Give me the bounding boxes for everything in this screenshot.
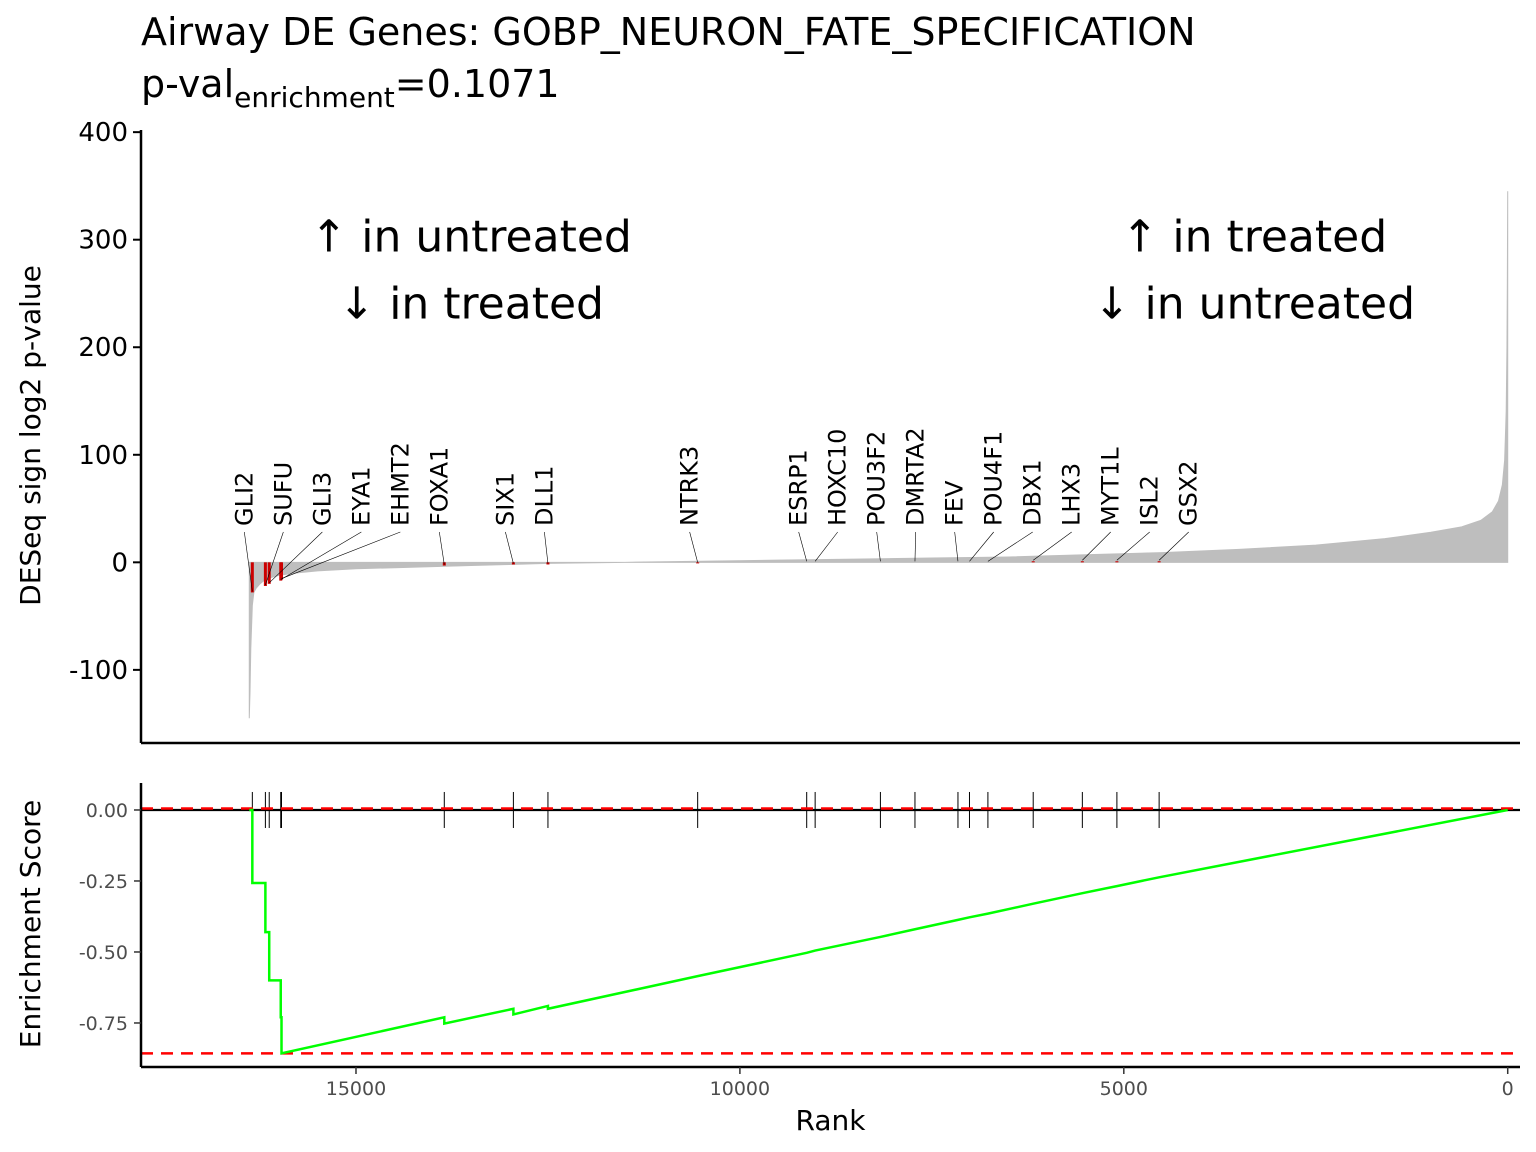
x-axis-title: Rank xyxy=(796,1104,867,1137)
ranked-values-panel: GLI2 SUFU GLI3 EYA1 EHMT2 FOXA1 SIX1 DLL1 NTRK3 E… xyxy=(14,118,1520,745)
gene-label: GLI3 xyxy=(308,472,336,526)
chart-subtitle: p-valenrichment=0.1071 xyxy=(141,62,560,114)
direction-annotation-line2: ↓ in untreated xyxy=(1094,278,1415,329)
bottom-y-axis-title: Enrichment Score xyxy=(14,800,47,1048)
top-y-tick-label: 100 xyxy=(78,441,128,471)
gene-label: EYA1 xyxy=(347,466,375,526)
gene-label-connector xyxy=(876,531,881,562)
gene-label: SUFU xyxy=(269,462,297,526)
gene-label-connector xyxy=(439,531,445,565)
gene-label: DBX1 xyxy=(1019,459,1047,526)
gene-label-connector xyxy=(1158,531,1189,561)
direction-annotation-line2: ↓ in treated xyxy=(338,278,604,329)
bottom-y-tick-label: -0.75 xyxy=(79,1013,128,1035)
gene-label: FEV xyxy=(941,480,969,526)
gene-label-connector xyxy=(689,531,698,563)
top-y-tick-label: 200 xyxy=(78,333,128,363)
gene-label: POU3F2 xyxy=(863,431,891,526)
top-y-tick-label: 300 xyxy=(78,226,128,256)
gene-label: POU4F1 xyxy=(980,431,1008,526)
gene-label: MYT1L xyxy=(1097,447,1125,526)
enrichment-score-line xyxy=(249,808,1508,1055)
top-y-tick-label: 400 xyxy=(78,118,128,148)
gene-label-connector xyxy=(1082,531,1111,561)
bottom-y-tick-label: -0.50 xyxy=(79,942,128,964)
top-y-tick-label: -100 xyxy=(69,656,128,686)
gene-label-connector xyxy=(269,531,323,584)
gene-label: GLI2 xyxy=(230,472,258,526)
subtitle-prefix: p-val xyxy=(141,62,234,106)
gene-label-connector xyxy=(798,531,807,562)
bottom-y-tick-label: -0.25 xyxy=(79,871,128,893)
gene-label: FOXA1 xyxy=(425,447,453,526)
subtitle-suffix: =0.1071 xyxy=(395,62,560,106)
x-tick-label: 5000 xyxy=(1100,1078,1148,1100)
gene-label-connector xyxy=(544,531,549,564)
x-tick-label: 0 xyxy=(1502,1078,1514,1100)
gene-label-connector xyxy=(1116,531,1150,561)
gene-label: EHMT2 xyxy=(386,442,414,526)
enrichment-score-panel: 0.00 -0.25 -0.50 -0.75 15000 10000 5000 0 Rank En… xyxy=(14,783,1520,1137)
chart-title: Airway DE Genes: GOBP_NEURON_FATE_SPECIF… xyxy=(141,10,1196,54)
gene-label-connector xyxy=(280,531,362,580)
top-y-axis-title: DESeq sign log2 p-value xyxy=(14,265,47,606)
bottom-y-tick-label: 0.00 xyxy=(86,800,128,822)
direction-annotation-line1: ↑ in untreated xyxy=(310,211,631,262)
gene-label-connector xyxy=(987,531,1033,562)
gene-label: LHX3 xyxy=(1058,463,1086,526)
gene-label: ESRP1 xyxy=(785,449,813,526)
gene-label-connector xyxy=(1033,531,1072,561)
gene-label-connector xyxy=(505,531,514,564)
x-tick-label: 15000 xyxy=(326,1078,386,1100)
gene-label-connector xyxy=(281,531,401,579)
gene-label-connector xyxy=(954,531,959,562)
gene-label-connector xyxy=(244,531,253,592)
x-tick-label: 10000 xyxy=(710,1078,770,1100)
gene-label: DLL1 xyxy=(530,466,558,527)
gene-label: ISL2 xyxy=(1136,475,1164,526)
gene-label-connector xyxy=(265,531,284,586)
gene-label: NTRK3 xyxy=(676,446,704,526)
gene-label-connector xyxy=(814,531,838,562)
direction-annotation-line1: ↑ in treated xyxy=(1122,211,1388,262)
gene-label: HOXC10 xyxy=(824,429,852,526)
top-y-tick-label: 0 xyxy=(111,548,128,578)
gene-label-connector xyxy=(969,531,994,562)
gene-label: DMRTA2 xyxy=(902,427,930,526)
subtitle-subscript: enrichment xyxy=(234,81,395,114)
ranked-area xyxy=(248,191,1509,719)
gene-label: GSX2 xyxy=(1175,460,1203,526)
gene-label-connector xyxy=(914,531,916,562)
gene-label: SIX1 xyxy=(491,472,519,526)
